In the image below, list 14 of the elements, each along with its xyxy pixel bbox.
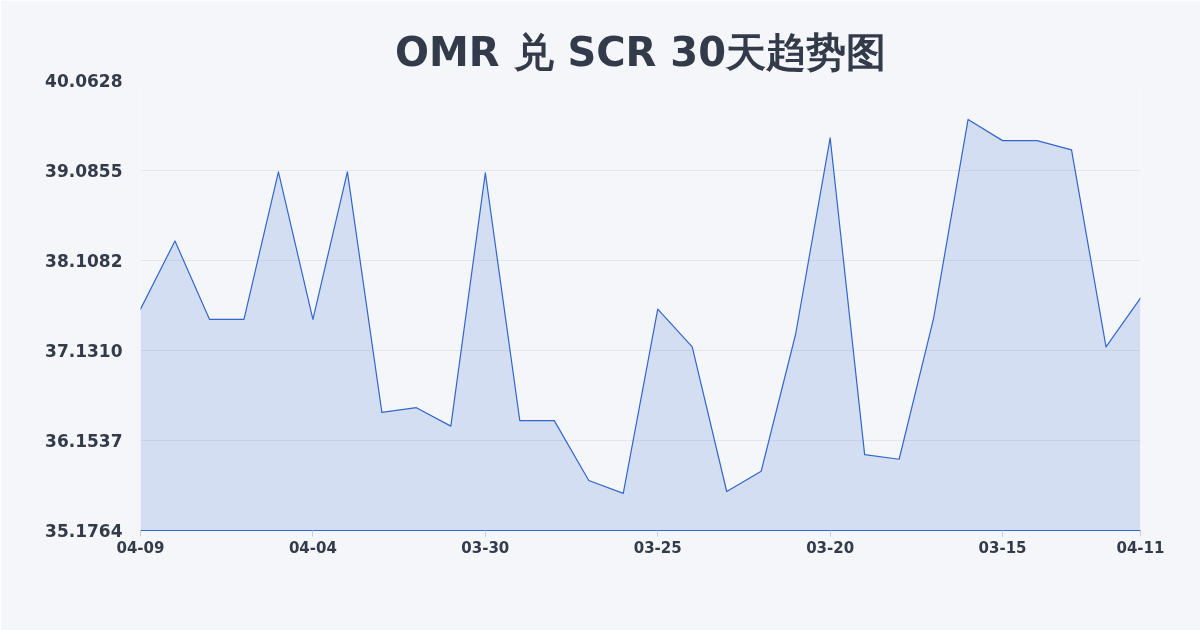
y-tick-label: 39.0855 [45, 161, 123, 181]
x-tick-label: 03-25 [633, 538, 682, 557]
x-tick-label: 04-11 [1116, 538, 1165, 557]
y-tick-label: 36.1537 [45, 431, 123, 451]
y-tick-label: 38.1082 [45, 251, 123, 271]
x-tick-label: 03-15 [978, 538, 1027, 557]
x-tick-label: 04-04 [288, 538, 337, 557]
chart-title: OMR 兑 SCR 30天趋势图 [394, 28, 887, 75]
x-tick-label: 03-30 [461, 538, 510, 557]
y-tick-label: 37.1310 [45, 341, 123, 361]
x-tick-label: 03-20 [806, 538, 855, 557]
x-tick-label: 04-09 [116, 538, 165, 557]
y-tick-label: 40.0628 [45, 71, 123, 91]
y-tick-label: 35.1764 [45, 521, 123, 541]
